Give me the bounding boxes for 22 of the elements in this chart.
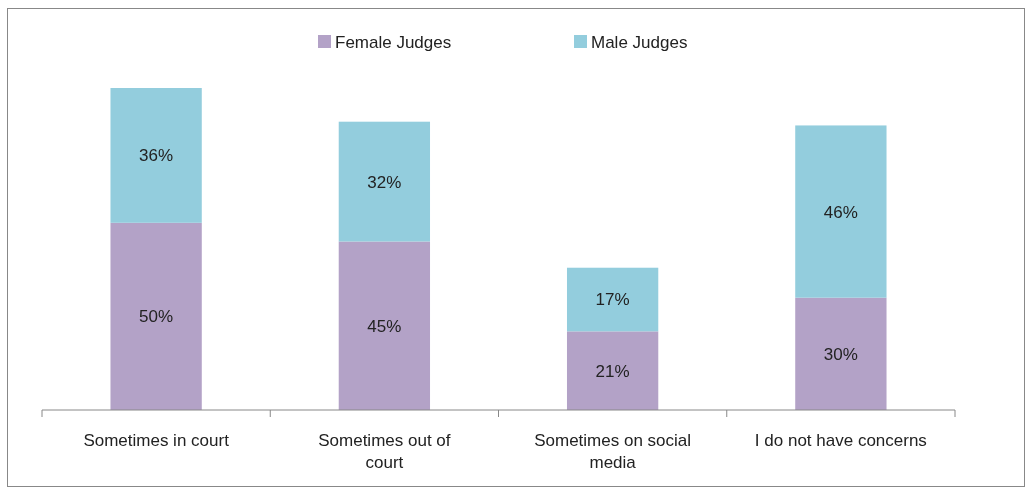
x-tick-label: Sometimes out of court bbox=[318, 431, 451, 472]
legend-label: Female Judges bbox=[335, 32, 452, 52]
data-label: 30% bbox=[823, 344, 858, 364]
bar bbox=[566, 331, 659, 410]
bar bbox=[338, 121, 431, 242]
data-label: 50% bbox=[139, 307, 174, 327]
x-tick-label: I do not have concerns bbox=[754, 431, 927, 450]
bar bbox=[110, 88, 202, 223]
data-label: 36% bbox=[139, 146, 174, 166]
data-label: 21% bbox=[595, 361, 630, 381]
bar bbox=[795, 125, 887, 298]
legend-label: Male Judges bbox=[591, 32, 688, 52]
bar bbox=[338, 241, 431, 410]
bar bbox=[110, 222, 202, 410]
data-label: 32% bbox=[367, 172, 402, 192]
data-label: 46% bbox=[823, 202, 858, 222]
bar bbox=[566, 267, 659, 332]
x-tick-label: Sometimes in court bbox=[83, 431, 230, 450]
data-label: 17% bbox=[595, 290, 630, 310]
data-label: 45% bbox=[367, 316, 402, 336]
bar bbox=[795, 297, 887, 410]
x-tick-label: Sometimes on social media bbox=[534, 431, 692, 472]
